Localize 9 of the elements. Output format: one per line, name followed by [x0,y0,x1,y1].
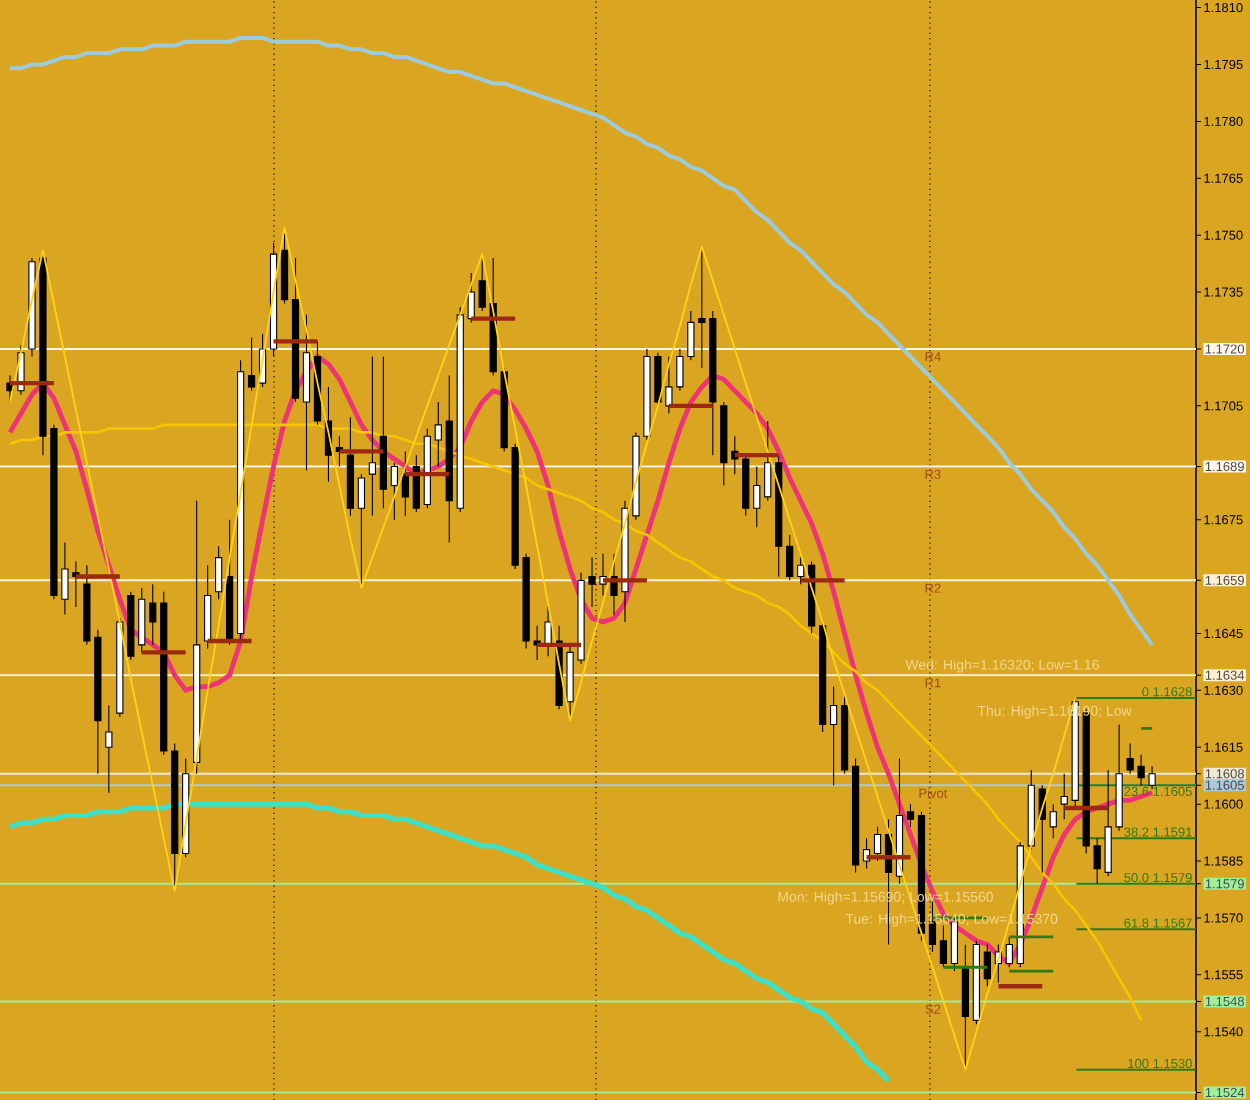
candlestick [105,704,113,794]
candlestick [753,466,761,528]
candlestick [434,401,442,468]
candlestick [149,583,157,646]
candlestick [829,686,838,786]
candlestick [961,943,970,1071]
candlestick [445,374,453,543]
candlestick [368,356,377,517]
candlestick [379,356,387,509]
